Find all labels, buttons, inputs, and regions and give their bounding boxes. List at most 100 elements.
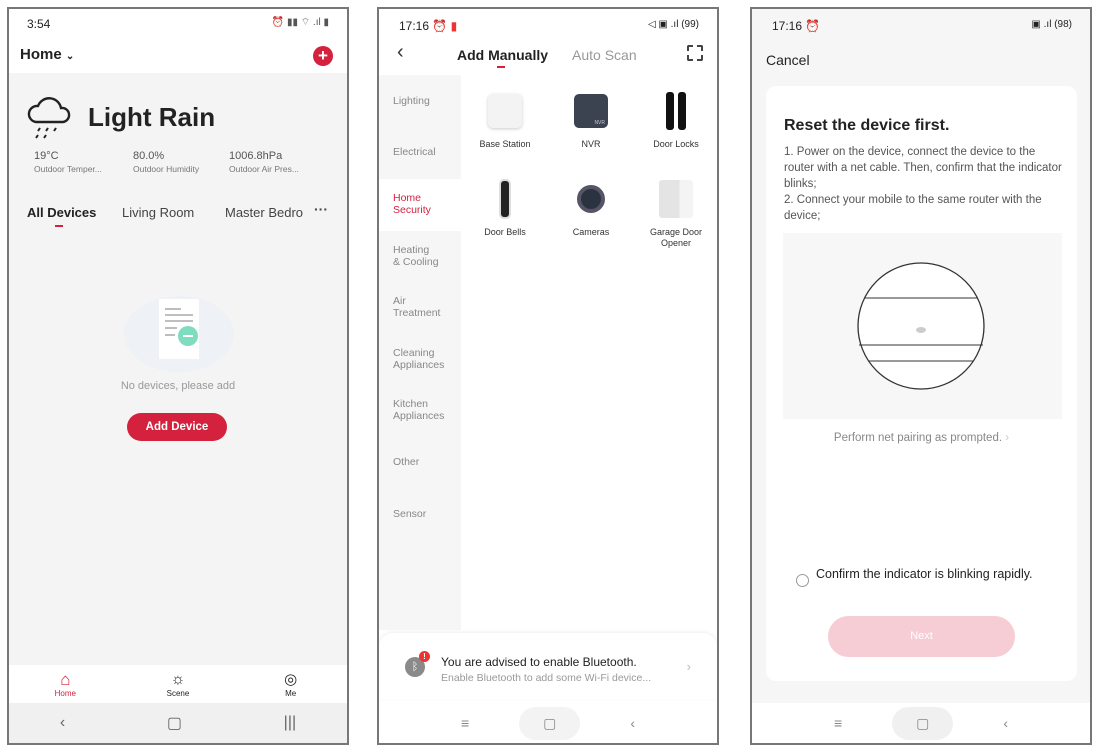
bluetooth-banner[interactable]: ᛒ ! You are advised to enable Bluetooth.… <box>379 633 717 699</box>
back-icon[interactable]: ‹ <box>1003 715 1009 731</box>
alarm-icon: ⏰ <box>432 19 448 33</box>
category-item[interactable]: Air Treatment <box>393 295 441 319</box>
cancel-button[interactable]: Cancel <box>766 52 810 68</box>
empty-document-icon <box>124 296 234 372</box>
status-time: 17:16 ⏰ <box>772 19 821 33</box>
category-item[interactable]: Sensor <box>393 508 427 520</box>
category-item[interactable]: Cleaning Appliances <box>393 347 445 371</box>
door-lock-icon <box>634 91 717 131</box>
active-tab-indicator <box>497 66 505 68</box>
confirm-radio[interactable] <box>796 574 809 587</box>
tab-auto-scan[interactable]: Auto Scan <box>572 47 637 63</box>
home-icon: ⌂ <box>60 670 71 689</box>
user-icon: ◎ <box>284 671 298 688</box>
menu-icon[interactable]: ≡ <box>460 715 470 731</box>
device-garage-door-opener[interactable]: Garage Door Opener <box>634 179 717 249</box>
hub-device-icon <box>857 262 985 390</box>
status-time: 3:54 <box>27 17 51 31</box>
bluetooth-icon: ᛒ <box>405 657 425 677</box>
device-illustration <box>783 233 1062 419</box>
tab-all-devices[interactable]: All Devices <box>27 205 97 220</box>
home-button-icon[interactable]: ▢ <box>166 715 182 732</box>
battery-level: 98 <box>1057 19 1069 30</box>
next-button[interactable]: Next <box>828 616 1015 657</box>
device-base-station[interactable]: Base Station <box>463 91 547 149</box>
status-time: 17:16 ⏰ ▮ <box>399 19 458 33</box>
nav-home[interactable]: ⌂ Home <box>25 665 105 705</box>
chevron-right-icon: › <box>686 659 691 674</box>
category-item[interactable]: Kitchen Appliances <box>393 398 445 422</box>
pairing-link[interactable]: Perform net pairing as prompted. › <box>833 432 1010 444</box>
base-station-icon <box>488 94 522 128</box>
nav-home-label: Home <box>54 689 76 698</box>
temp-value: 19°C <box>34 150 59 162</box>
card-title: Reset the device first. <box>784 117 950 134</box>
menu-icon[interactable]: ≡ <box>833 715 843 731</box>
tab-add-manually[interactable]: Add Manually <box>457 47 549 63</box>
phone-screen-add-device: 17:16 ⏰ ▮ ◁ ▣ .ıl (99) ‹ Add Manually Au… <box>377 7 719 745</box>
nav-scene-label: Scene <box>166 689 190 698</box>
category-item[interactable]: Other <box>393 456 420 468</box>
phone-screen-home: 3:54 ⏰ ▮▮ ⌔ .ıl ▮ Home ⌄ + Light Rain 19… <box>7 7 349 745</box>
plus-circle-icon[interactable]: + <box>313 46 333 66</box>
category-item[interactable]: Heating & Cooling <box>393 244 439 268</box>
bottom-nav: ⌂ Home ☼ Scene ◎ Me <box>9 665 347 705</box>
scan-icon[interactable] <box>687 45 703 61</box>
chevron-right-icon: › <box>1005 432 1010 444</box>
chevron-down-icon: ⌄ <box>65 51 75 62</box>
back-icon[interactable]: ‹ <box>59 714 66 731</box>
garage-opener-icon <box>659 180 693 218</box>
instructions-text: 1. Power on the device, connect the devi… <box>784 146 1062 222</box>
pressure-label: Outdoor Air Pres... <box>229 164 299 174</box>
category-item[interactable]: Electrical <box>393 146 436 158</box>
device-door-bells[interactable]: Door Bells <box>463 179 547 237</box>
pressure-value: 1006.8hPa <box>229 150 283 162</box>
home-selector[interactable]: Home ⌄ <box>20 46 75 63</box>
app-icon: ▮ <box>450 19 458 33</box>
nav-me-label: Me <box>285 689 297 698</box>
category-item[interactable]: Lighting <box>393 95 430 107</box>
phone-screen-reset-device: 17:16 ⏰ ▣ .ıl (98) Cancel Reset the devi… <box>750 7 1092 745</box>
battery-level: 99 <box>684 19 696 30</box>
humidity-label: Outdoor Humidity <box>133 164 200 174</box>
status-icons: ▣ .ıl (98) <box>1031 19 1072 30</box>
device-cameras[interactable]: Cameras <box>549 179 633 237</box>
back-icon[interactable]: ‹ <box>630 715 636 731</box>
system-nav: ≡ ▢ ‹ <box>752 703 1090 743</box>
temp-label: Outdoor Temper... <box>34 164 102 174</box>
recents-icon[interactable]: ||| <box>283 714 297 731</box>
nav-me[interactable]: ◎ Me <box>251 665 331 705</box>
camera-icon <box>577 185 605 213</box>
system-nav: ‹ ▢ ||| <box>9 703 347 743</box>
back-icon[interactable]: ‹ <box>397 41 404 63</box>
add-device-button[interactable]: Add Device <box>127 413 227 441</box>
device-nvr[interactable]: NVR NVR <box>549 91 633 149</box>
system-nav: ≡ ▢ ‹ <box>379 703 717 743</box>
category-item-selected[interactable]: Home Security <box>379 179 461 231</box>
bluetooth-subtitle: Enable Bluetooth to add some Wi-Fi devic… <box>441 672 652 684</box>
active-tab-indicator <box>55 225 63 227</box>
empty-state-text: No devices, please add <box>120 380 236 392</box>
tab-master-bedroom[interactable]: Master Bedro <box>225 205 304 220</box>
alert-badge: ! <box>419 651 430 662</box>
nvr-icon: NVR <box>574 94 608 128</box>
status-icons: ◁ ▣ .ıl (99) <box>647 19 699 30</box>
doorbell-icon <box>499 179 511 219</box>
device-door-locks[interactable]: Door Locks <box>634 91 717 149</box>
sun-icon: ☼ <box>170 671 186 688</box>
tab-living-room[interactable]: Living Room <box>122 205 195 220</box>
home-button-icon[interactable]: ▢ <box>519 706 581 740</box>
confirm-label[interactable]: Confirm the indicator is blinking rapidl… <box>816 567 1033 581</box>
more-icon[interactable]: ··· <box>314 201 328 217</box>
cloud-rain-icon <box>27 97 71 139</box>
alarm-icon: ⏰ <box>805 19 821 33</box>
bluetooth-title: You are advised to enable Bluetooth. <box>441 655 637 669</box>
header <box>9 9 347 73</box>
humidity-value: 80.0% <box>133 150 165 162</box>
instruction-card: Reset the device first. 1. Power on the … <box>766 86 1077 681</box>
category-sidebar: Lighting Electrical Home Security Heatin… <box>379 75 461 630</box>
status-icons: ⏰ ▮▮ ⌔ .ıl ▮ <box>271 17 329 28</box>
nav-scene[interactable]: ☼ Scene <box>138 665 218 705</box>
weather-condition: Light Rain <box>88 102 216 132</box>
home-button-icon[interactable]: ▢ <box>892 706 954 740</box>
